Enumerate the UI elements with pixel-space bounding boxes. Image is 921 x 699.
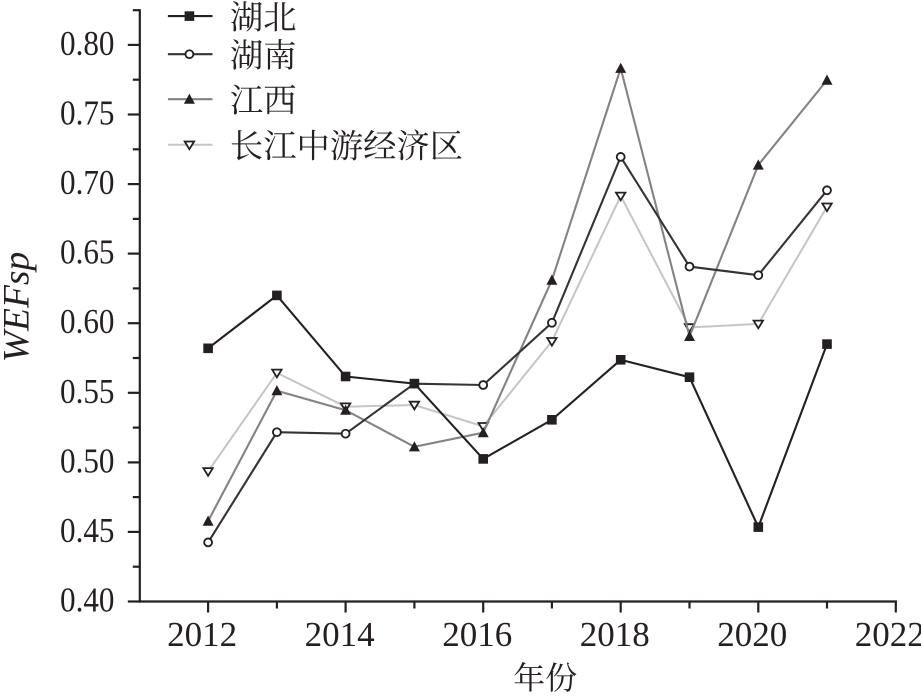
svg-text:2018: 2018: [580, 615, 650, 654]
svg-text:0.65: 0.65: [60, 233, 115, 272]
svg-text:0.80: 0.80: [60, 24, 115, 63]
svg-text:2022: 2022: [855, 615, 921, 654]
svg-text:2012: 2012: [167, 615, 237, 654]
svg-text:0.75: 0.75: [60, 94, 115, 133]
svg-text:0.45: 0.45: [60, 511, 115, 550]
svg-text:0.50: 0.50: [60, 441, 115, 480]
svg-text:0.60: 0.60: [60, 302, 115, 341]
svg-text:0.40: 0.40: [60, 581, 115, 620]
svg-text:0.55: 0.55: [60, 372, 115, 411]
svg-text:0.70: 0.70: [60, 163, 115, 202]
svg-text:2016: 2016: [442, 615, 512, 654]
svg-text:2020: 2020: [717, 615, 787, 654]
svg-text:WEFsp: WEFsp: [0, 252, 38, 362]
svg-text:2014: 2014: [305, 615, 375, 654]
